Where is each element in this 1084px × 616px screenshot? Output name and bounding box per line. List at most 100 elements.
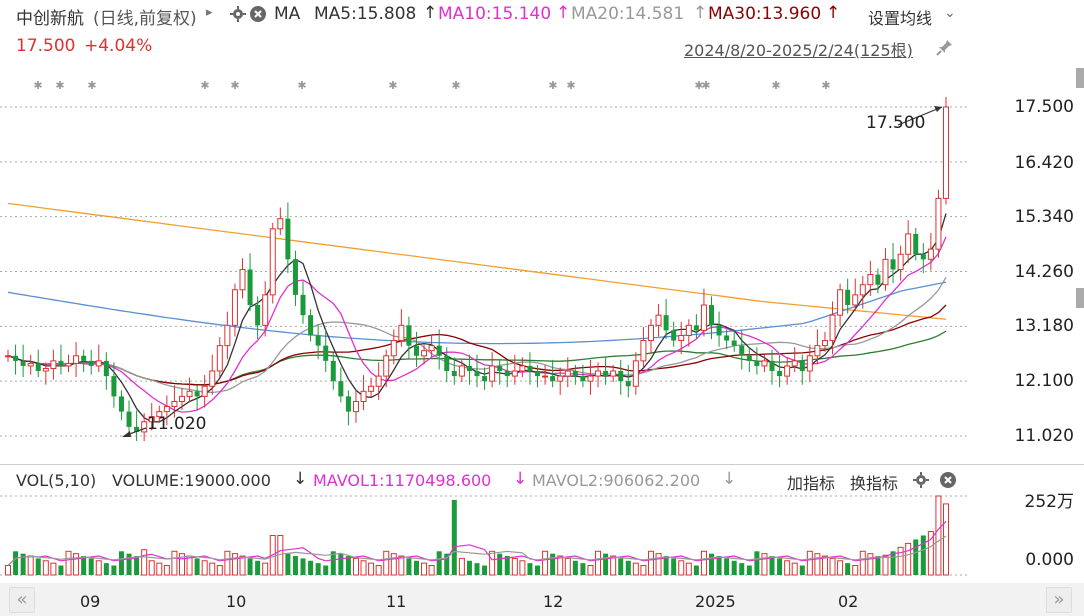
volume-bar xyxy=(791,562,798,576)
volume-bar xyxy=(398,555,405,576)
volume-bar xyxy=(315,563,321,575)
candle-body xyxy=(867,274,874,286)
volume-bar xyxy=(231,553,238,576)
price-tick-5: 13.180 xyxy=(1014,316,1074,336)
candle-body xyxy=(685,324,692,336)
switch-indicator-button[interactable]: 换指标 xyxy=(850,474,899,493)
mode-menu-arrow-icon[interactable]: ▸ xyxy=(206,5,213,20)
event-marker-icon: ✱ xyxy=(297,79,306,92)
volume-bar xyxy=(224,550,231,576)
volume-bar xyxy=(421,562,428,576)
candle-body xyxy=(247,269,253,306)
candle-body xyxy=(216,345,223,372)
volume-bar xyxy=(300,558,306,575)
candle-body xyxy=(436,345,442,356)
candle-body xyxy=(897,253,904,270)
volume-bar xyxy=(118,551,124,575)
candle-body xyxy=(27,362,34,367)
candle-body xyxy=(95,360,102,367)
candle-body xyxy=(761,360,768,367)
candle-body xyxy=(474,371,480,377)
volume-close-icon[interactable] xyxy=(940,472,956,488)
volume-bar xyxy=(134,556,140,575)
close-icon[interactable] xyxy=(250,6,266,22)
stock-name[interactable]: 中创新航 xyxy=(16,9,84,29)
scroll-right-button[interactable]: » xyxy=(1046,587,1072,613)
volume-bar xyxy=(519,560,526,576)
volume-bar xyxy=(451,499,457,575)
price-tick-1: 17.500 xyxy=(1014,97,1074,117)
event-marker-icon: ✱ xyxy=(701,79,710,92)
vol-label[interactable]: VOL(5,10) xyxy=(16,471,97,490)
candle-body xyxy=(739,345,745,356)
ma250-line xyxy=(7,202,947,320)
candle-body xyxy=(482,376,488,382)
candle-body xyxy=(118,396,124,412)
volume-bar xyxy=(746,565,752,575)
candle-body xyxy=(663,315,669,331)
candle-body xyxy=(829,314,836,342)
candle-body xyxy=(913,233,919,255)
volume-bar xyxy=(103,563,109,575)
candle-body xyxy=(141,421,148,433)
add-indicator-button[interactable]: 加指标 xyxy=(787,474,836,493)
right-scroll-handle-top[interactable] xyxy=(1076,68,1084,88)
candle-body xyxy=(345,396,351,412)
volume-bar xyxy=(821,555,828,576)
candle-body xyxy=(292,259,298,295)
ma-settings-button[interactable]: 设置均线 xyxy=(868,9,933,28)
event-marker-icon: ✱ xyxy=(200,79,209,92)
volume-bar xyxy=(194,558,200,575)
volume-chart[interactable] xyxy=(0,490,1084,582)
volume-bar xyxy=(474,563,480,575)
volume-bar xyxy=(580,563,586,575)
volume-bar xyxy=(550,553,556,575)
event-marker-icon: ✱ xyxy=(87,79,96,92)
candle-body xyxy=(859,284,866,296)
volume-bar xyxy=(444,553,450,575)
gear-icon[interactable] xyxy=(230,6,246,22)
right-scroll-handle-mid[interactable] xyxy=(1076,288,1084,308)
candle-body xyxy=(572,371,578,377)
low-arrow-head xyxy=(122,431,131,437)
candle-body xyxy=(338,381,344,397)
volume-bar xyxy=(239,555,246,576)
ma10-arrow-icon: ↑ xyxy=(556,3,571,23)
volume-bar xyxy=(572,560,578,575)
volume-bar xyxy=(201,560,208,576)
x-axis-bar xyxy=(0,583,1084,616)
candle-body xyxy=(550,376,556,382)
volume-bar xyxy=(406,558,412,575)
volume-bar xyxy=(693,565,699,575)
volume-bar xyxy=(504,556,510,575)
volume-bar xyxy=(647,550,654,576)
candle-body xyxy=(428,345,435,352)
candle-body xyxy=(837,289,844,316)
candle-body xyxy=(201,385,208,397)
volume-bar xyxy=(845,563,851,575)
ma5-arrow-icon: ↑ xyxy=(423,3,438,23)
event-markers: ✱ ✱ ✱ ✱ ✱ ✱ ✱ ✱ ✱ ✱ ✱✱ ✱ ✱ xyxy=(33,79,830,92)
chevron-down-icon[interactable]: ⌄ xyxy=(944,5,956,21)
volume-bar xyxy=(5,565,11,576)
candle-body xyxy=(821,340,828,347)
chart-mode[interactable]: (日线,前复权) xyxy=(93,9,197,29)
candle-body xyxy=(65,362,72,367)
scroll-left-button[interactable]: « xyxy=(9,587,35,613)
moving-average-lines xyxy=(7,202,947,423)
candle-body xyxy=(368,385,375,392)
candle-body xyxy=(731,340,737,346)
candle-body xyxy=(13,355,19,361)
ma30-arrow-icon: ↑ xyxy=(826,3,841,23)
price-chart[interactable]: ✱ ✱ ✱ ✱ ✱ ✱ ✱ ✱ ✱ ✱ ✱✱ ✱ ✱ xyxy=(0,60,1084,465)
event-marker-icon: ✱ xyxy=(55,79,64,92)
volume-bar xyxy=(482,565,488,575)
volume-bar xyxy=(156,562,163,576)
pin-icon[interactable] xyxy=(936,38,954,56)
volume-bar xyxy=(557,555,564,576)
volume-gear-icon[interactable] xyxy=(913,472,929,488)
date-range[interactable]: 2024/8/20-2025/2/24(125根) xyxy=(684,41,913,60)
volume-bar xyxy=(428,565,435,576)
volume-bar xyxy=(761,553,768,576)
candle-body xyxy=(277,218,284,230)
